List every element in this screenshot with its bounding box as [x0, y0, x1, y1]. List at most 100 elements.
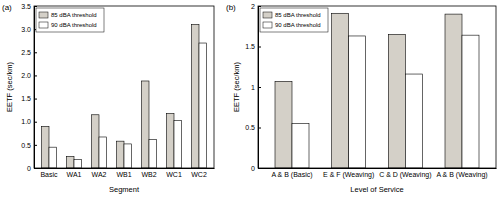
bar: [388, 34, 405, 168]
x-tick: WB1: [116, 171, 131, 178]
bar: [199, 43, 207, 168]
x-axis-line: [35, 168, 215, 169]
x-axis: A & B (Basic) E & F (Weaving) C & D (Weavi…: [259, 169, 497, 179]
y-tick-mark: [258, 47, 261, 48]
x-tick: WA2: [92, 171, 107, 178]
bar: [49, 147, 57, 168]
x-tick: WC1: [166, 171, 182, 178]
y-tick: 0.5: [245, 124, 261, 131]
y-tick: 2.0: [21, 72, 37, 79]
y-axis: 0 0.5 1.0 1.5 2.0 2.5 3.0 3.5: [21, 3, 37, 172]
legend-label: 85 dBA threshold: [275, 12, 321, 18]
y-tick-mark: [34, 145, 37, 146]
y-tick-mark: [258, 6, 261, 7]
legend-swatch: [263, 22, 272, 28]
bar: [275, 81, 292, 168]
bar: [74, 160, 82, 168]
x-tick-label: A & B (Weaving): [436, 171, 487, 179]
bar: [142, 81, 150, 168]
bar: [99, 137, 107, 168]
y-tick-label: 2.5: [21, 49, 31, 56]
panel-label: (a): [2, 3, 12, 12]
y-tick-label: 3.5: [21, 3, 31, 10]
bar: [92, 115, 100, 168]
bar: [192, 25, 200, 168]
y-axis-title: EETF (sec/km): [232, 61, 241, 112]
y-tick: 1: [251, 84, 261, 91]
y-tick-label: 0.5: [245, 124, 255, 131]
figure: 0 0.5 1.0 1.5 2.0 2.5 3.0 3.5 Basic WA1 WA2 WB1 WB2 W…: [0, 0, 500, 201]
panel: 0 0.5 1 1.5 2 A & B (Basic) E & F (Weaving) C &…: [226, 3, 497, 194]
legend-swatch: [39, 22, 48, 28]
y-axis-title: EETF (sec/km): [5, 61, 14, 112]
x-tick-label: WB2: [141, 171, 156, 178]
bar: [67, 156, 75, 168]
y-tick-mark: [34, 99, 37, 100]
y-tick: 0.5: [21, 142, 37, 149]
legend-label: 90 dBA threshold: [51, 22, 97, 28]
y-tick-label: 3.0: [21, 26, 31, 33]
plot-frame: [34, 6, 214, 168]
bar: [124, 144, 132, 168]
y-tick: 1.5: [245, 43, 261, 50]
legend-swatch: [39, 12, 48, 18]
bar: [405, 74, 422, 168]
x-tick: C & D (Weaving): [379, 171, 431, 179]
x-tick: A & B (Basic): [271, 171, 312, 179]
y-tick-label: 0: [27, 165, 31, 172]
legend-label: 90 dBA threshold: [275, 22, 321, 28]
y-tick: 2: [251, 3, 261, 10]
x-tick-label: WC1: [166, 171, 182, 178]
y-tick-label: 2.0: [21, 72, 31, 79]
y-tick-mark: [34, 75, 37, 76]
y-tick: 1.5: [21, 95, 37, 102]
legend-box: [260, 8, 328, 32]
x-tick: Basic: [40, 171, 58, 178]
x-axis-title: Segment: [109, 185, 140, 194]
legend-swatch: [263, 12, 272, 18]
y-axis-line: [34, 7, 35, 169]
y-tick: 3.5: [21, 3, 37, 10]
y-tick-label: 1: [251, 84, 255, 91]
x-tick: E & F (Weaving): [323, 171, 374, 179]
y-tick: 3.0: [21, 26, 37, 33]
y-tick-label: 2: [251, 3, 255, 10]
y-tick-mark: [258, 87, 261, 88]
y-tick-label: 0: [251, 165, 255, 172]
x-tick-label: C & D (Weaving): [379, 171, 431, 179]
bar: [149, 139, 157, 168]
y-tick-mark: [34, 122, 37, 123]
panel: 0 0.5 1.0 1.5 2.0 2.5 3.0 3.5 Basic WA1 WA2 WB1 WB2 W…: [2, 3, 215, 194]
y-tick-mark: [258, 128, 261, 129]
bar: [349, 36, 366, 168]
x-tick: WB2: [141, 171, 156, 178]
y-tick-mark: [34, 6, 37, 7]
legend: 85 dBA threshold90 dBA threshold: [36, 8, 104, 32]
y-tick: 2.5: [21, 49, 37, 56]
x-tick-label: Basic: [40, 171, 58, 178]
bar: [462, 35, 479, 168]
bar: [117, 141, 125, 168]
x-tick-label: WA2: [92, 171, 107, 178]
legend: 85 dBA threshold 90 dBA threshold: [260, 8, 328, 32]
x-tick-label: WC2: [191, 171, 207, 178]
x-tick: WC2: [191, 171, 207, 178]
y-axis: 0 0.5 1 1.5 2: [245, 3, 261, 172]
y-tick-label: 1.5: [245, 43, 255, 50]
y-tick-label: 1.0: [21, 118, 31, 125]
panel-label: (b): [226, 3, 236, 12]
x-tick-label: E & F (Weaving): [323, 171, 374, 179]
x-tick: A & B (Weaving): [436, 171, 487, 179]
legend-box: [36, 8, 104, 32]
bar: [42, 126, 50, 168]
x-axis-line: [259, 168, 497, 169]
x-axis: Basic WA1 WA2 WB1 WB2 WC1 WC2: [35, 169, 215, 178]
bar: [292, 123, 309, 168]
bars: [42, 25, 207, 168]
bar: [174, 120, 182, 168]
y-tick-label: 1.5: [21, 95, 31, 102]
x-tick-label: WA1: [67, 171, 82, 178]
bars: [275, 13, 479, 168]
x-tick-label: WB1: [116, 171, 131, 178]
x-tick-label: A & B (Basic): [271, 171, 312, 179]
